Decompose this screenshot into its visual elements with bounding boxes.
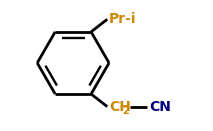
Text: CN: CN — [149, 100, 171, 114]
Text: 2: 2 — [122, 105, 129, 116]
Text: Pr-i: Pr-i — [109, 12, 137, 26]
Text: CH: CH — [109, 100, 131, 114]
